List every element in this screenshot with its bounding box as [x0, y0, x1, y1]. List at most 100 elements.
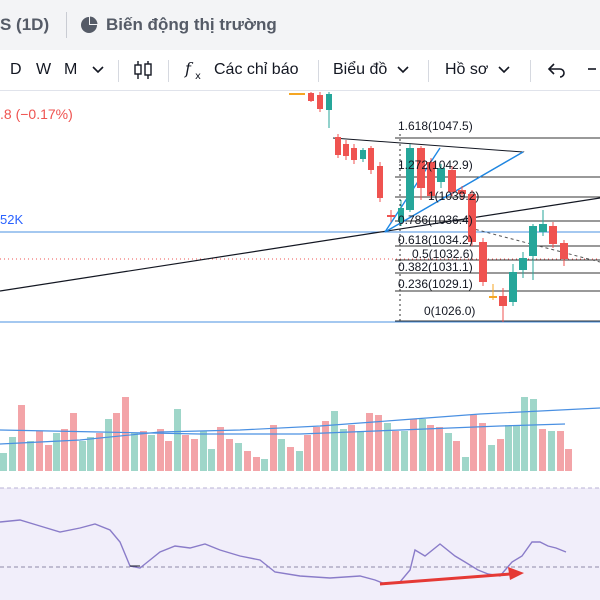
volume-bar [375, 415, 382, 471]
volume-bar [410, 419, 417, 471]
volume-bar [530, 399, 537, 471]
profile-dropdown[interactable]: Hồ sơ [445, 50, 510, 90]
candle [326, 94, 332, 110]
candle [549, 226, 557, 244]
volume-bar [191, 439, 198, 471]
chart-type-label: Biểu đồ [333, 61, 388, 78]
volume-bar [427, 425, 434, 471]
volume-bar [392, 431, 399, 471]
volume-bar [357, 431, 364, 471]
volume-bar [419, 419, 426, 471]
profile-label: Hồ sơ [445, 61, 489, 78]
volume-bar [217, 427, 224, 471]
volume-bar [122, 397, 129, 471]
candles [289, 92, 568, 322]
candle [448, 170, 456, 192]
fib-label: 0.5(1032.6) [412, 247, 473, 261]
tab-symbol-label: S (1D) [0, 15, 50, 34]
candle [489, 296, 497, 298]
redo-icon [588, 68, 596, 70]
volume-bar [226, 439, 233, 471]
volume-bar [79, 441, 86, 471]
indicators-button[interactable]: f x Các chỉ báo [184, 50, 299, 90]
interval-m-button[interactable]: M [64, 50, 77, 90]
candle [360, 150, 366, 159]
function-icon: f x [184, 59, 201, 81]
interval-w-button[interactable]: W [36, 50, 51, 90]
candle [368, 148, 374, 170]
tab-market-label: Biến động thị trường [106, 15, 277, 34]
volume-bar [505, 425, 512, 471]
volume-bar [479, 423, 486, 471]
volume-bar [557, 431, 564, 471]
price-chart[interactable]: 1.618(1047.5) 1.272(1042.9) 1(1039.2) 0.… [0, 90, 600, 600]
candle [417, 148, 425, 188]
volume-bar [453, 441, 460, 471]
volume-bar [548, 431, 555, 471]
volume-bar [401, 431, 408, 471]
candle [519, 258, 527, 270]
chevron-down-icon [498, 66, 510, 74]
fib-label: 0(1026.0) [424, 304, 475, 318]
volume-bar [148, 435, 155, 471]
volume-bars [0, 397, 572, 471]
tab-symbol[interactable]: S (1D) [0, 0, 70, 50]
volume-bar [331, 411, 338, 471]
volume-bar [36, 431, 43, 471]
long-trendline[interactable] [0, 197, 600, 292]
volume-bar [235, 443, 242, 471]
candle [509, 272, 517, 302]
candle [398, 208, 404, 222]
volume-bar [157, 429, 164, 471]
volume-bar [174, 409, 181, 471]
fib-label: 1.272(1042.9) [398, 158, 473, 172]
volume-bar [208, 449, 215, 471]
toolbar-separator [118, 60, 119, 82]
volume-bar [497, 439, 504, 471]
volume-bar [513, 425, 520, 471]
interval-d-button[interactable]: D [10, 50, 22, 90]
volume-bar [462, 457, 469, 471]
volume-bar [18, 405, 25, 471]
candle [437, 168, 445, 182]
tab-market-movers[interactable]: Biến động thị trường [80, 0, 277, 50]
candle [387, 215, 395, 217]
toolbar-separator [318, 60, 319, 82]
volume-bar [244, 451, 251, 471]
chart-type-dropdown[interactable]: Biểu đồ [333, 50, 409, 90]
fib-label: 0.236(1029.1) [398, 277, 473, 291]
candle [343, 144, 349, 156]
volume-bar [105, 419, 112, 471]
volume-bar [70, 413, 77, 471]
volume-bar [113, 413, 120, 471]
volume-bar [436, 427, 443, 471]
volume-bar [253, 457, 260, 471]
toolbar-separator [168, 60, 169, 82]
svg-text:f: f [184, 59, 194, 78]
candle [308, 93, 314, 101]
candle [351, 148, 357, 160]
volume-bar [165, 441, 172, 471]
volume-bar [182, 435, 189, 471]
fib-label: 1(1039.2) [428, 189, 479, 203]
volume-bar [45, 445, 52, 471]
redo-button[interactable] [588, 50, 600, 90]
volume-bar [488, 445, 495, 471]
arrow-head-icon [508, 567, 524, 580]
volume-bar [270, 425, 277, 471]
svg-text:x: x [195, 71, 201, 81]
divergence-arrow[interactable] [379, 572, 511, 586]
candle [317, 95, 323, 109]
volume-value-label: 52K [0, 212, 24, 227]
undo-button[interactable] [546, 50, 566, 90]
candle [458, 190, 466, 194]
interval-w-label: W [36, 61, 52, 78]
candle [479, 242, 487, 282]
volume-bar [340, 429, 347, 471]
candle [539, 224, 547, 232]
tab-bar: S (1D) Biến động thị trường [0, 0, 600, 51]
interval-dropdown-button[interactable] [92, 50, 104, 90]
candles-button[interactable] [133, 50, 153, 90]
toolbar-separator [428, 60, 429, 82]
volume-bar [322, 421, 329, 471]
